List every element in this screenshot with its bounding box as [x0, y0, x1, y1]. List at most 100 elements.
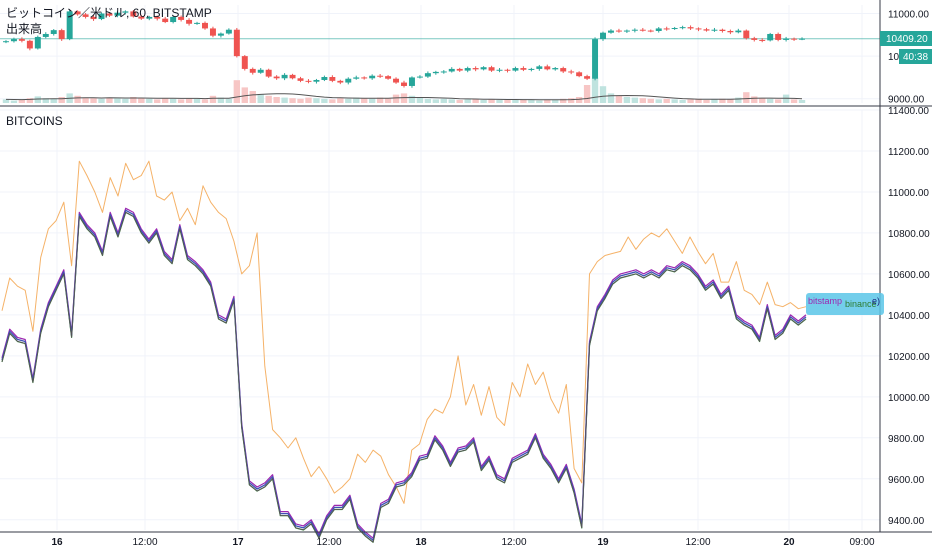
time-tick: 12:00 [501, 537, 526, 548]
candle-body [520, 68, 527, 70]
volume-bar [790, 99, 798, 103]
volume-bar [623, 97, 631, 103]
candle-body [233, 29, 240, 57]
volume-bar [193, 98, 201, 103]
series-line-blue [1, 209, 807, 541]
volume-bar [225, 98, 233, 103]
candle-body [472, 68, 479, 70]
volume-bar [751, 96, 758, 103]
time-tick: 12:00 [316, 537, 341, 548]
time-tick: 09:00 [849, 537, 874, 548]
volume-bar [130, 97, 137, 103]
bottom-price-axis[interactable]: 11400.00 11200.00 11000.00 10800.00 10600.00… [888, 106, 930, 527]
candle-body [424, 73, 431, 77]
volume-bar [631, 97, 639, 103]
candle-body [377, 75, 384, 77]
candle-body [10, 39, 17, 42]
volume-bar [544, 99, 551, 103]
volume-bar [353, 97, 360, 103]
candle-body [217, 33, 224, 36]
candle-body [767, 33, 774, 41]
candle-body [416, 76, 423, 78]
candle-body [600, 32, 606, 40]
candle-body [289, 74, 296, 79]
candle-body [679, 27, 686, 29]
volume-bar [50, 98, 57, 103]
candle-body [607, 30, 614, 33]
volume-bars [2, 77, 806, 103]
volume-bar [607, 93, 615, 103]
candle-body [401, 82, 407, 86]
candle-body [456, 68, 463, 71]
volume-bar [289, 98, 296, 103]
volume-bar [82, 97, 89, 103]
volume-bar [26, 98, 34, 103]
candle-body [440, 71, 447, 73]
candle-body [711, 29, 718, 31]
volume-bar [217, 97, 225, 103]
bottom-panel-title: BITCOINS [6, 114, 63, 128]
candle-body [560, 68, 567, 72]
candle-body [281, 74, 288, 79]
series-label-box[interactable]: bitstamp binance e) [806, 293, 884, 315]
candle-body [186, 19, 193, 24]
candle-body [791, 38, 798, 40]
candle-body [265, 69, 272, 77]
time-tick: 12:00 [132, 537, 157, 548]
volume-bar [257, 94, 264, 103]
volume-bar [154, 99, 161, 103]
volume-bar [18, 100, 26, 103]
candle-body [321, 77, 328, 80]
volume-bar [376, 97, 384, 103]
volume-bar [90, 98, 97, 103]
volume-bar [106, 97, 113, 103]
volume-bar [114, 98, 121, 103]
time-tick: 17 [232, 537, 244, 548]
candle-body [34, 36, 41, 49]
volume-bar [416, 97, 424, 103]
bottom-price-tick: 10800.00 [888, 229, 930, 240]
time-tick: 18 [415, 537, 427, 548]
candle-body [329, 77, 336, 81]
volume-bar [655, 99, 662, 103]
volume-bar [162, 98, 169, 103]
candle-body [3, 41, 9, 43]
volume-bar [201, 99, 209, 103]
candle-body [663, 28, 670, 30]
volume-bar [337, 98, 344, 103]
bar-countdown: 40:38 [903, 52, 928, 63]
volume-moving-average [5, 93, 803, 101]
volume-bar [671, 99, 678, 103]
candle-body [18, 39, 25, 41]
candle-body [58, 30, 65, 40]
volume-bar [424, 98, 432, 103]
candle-body [735, 30, 742, 33]
volume-bar [639, 98, 646, 103]
volume-bar [400, 93, 408, 103]
bottom-price-tick: 10400.00 [888, 311, 930, 322]
candle-body [297, 78, 304, 81]
candle-body [655, 28, 662, 31]
candle-body [42, 33, 49, 37]
candle-body [671, 28, 678, 30]
candle-body [345, 78, 352, 83]
last-price-value: 10409.20 [886, 34, 928, 45]
candle-body [615, 30, 622, 32]
candle-body [170, 16, 177, 23]
last-price-badge [880, 31, 932, 46]
time-tick: 16 [51, 537, 63, 548]
candle-body [536, 66, 543, 69]
candle-body [66, 11, 73, 40]
volume-bar [575, 97, 583, 103]
candle-body [464, 68, 471, 71]
candle-body [138, 16, 145, 19]
volume-bar [520, 99, 527, 103]
time-axis[interactable]: 16 12:00 17 12:00 18 12:00 19 12:00 20 09:00 [51, 537, 875, 548]
bottom-price-tick: 11000.00 [888, 188, 929, 199]
top-panel-grid [0, 5, 880, 103]
series-line-bitstamp [1, 207, 807, 539]
volume-bar [464, 99, 471, 103]
volume-label: 出来高 [6, 21, 42, 36]
